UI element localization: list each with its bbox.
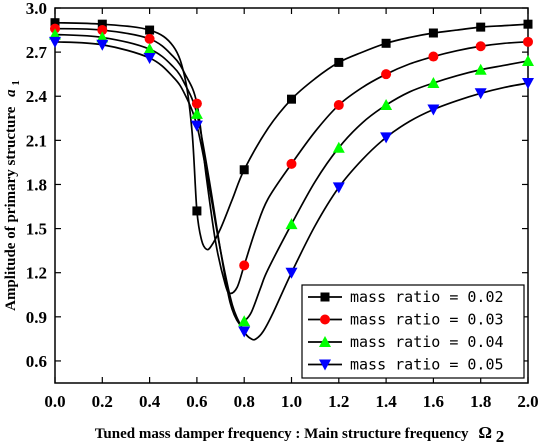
x-tick-label: 1.0 xyxy=(281,392,302,411)
legend-label-3: mass ratio = 0.04 xyxy=(350,333,504,351)
data-point-series-4 xyxy=(96,39,109,51)
y-tick-label: 3.0 xyxy=(26,0,47,18)
data-point-series-4 xyxy=(474,88,487,100)
data-point-series-4 xyxy=(285,267,298,279)
y-tick-label: 1.8 xyxy=(26,175,47,194)
x-tick-label: 0.0 xyxy=(44,392,65,411)
legend-label-2: mass ratio = 0.03 xyxy=(350,311,504,329)
data-point-series-4 xyxy=(380,132,393,144)
data-point-series-3 xyxy=(190,107,203,119)
x-tick-label: 1.8 xyxy=(470,392,491,411)
y-axis-symbol-sub: 1 xyxy=(10,80,22,86)
legend-marker-2 xyxy=(320,314,330,325)
data-point-series-4 xyxy=(427,104,440,116)
y-tick-label: 1.5 xyxy=(26,220,47,239)
legend-box xyxy=(301,284,525,379)
data-point-series-2 xyxy=(381,69,392,80)
data-point-series-3 xyxy=(474,63,487,75)
data-point-series-3 xyxy=(143,43,156,55)
y-tick-label: 2.1 xyxy=(26,131,47,150)
legend-marker-4 xyxy=(319,359,331,371)
data-point-series-1 xyxy=(192,206,202,216)
data-point-series-2 xyxy=(286,158,297,169)
x-tick-label: 0.2 xyxy=(92,392,113,411)
series-line-1 xyxy=(54,21,529,251)
data-point-series-3 xyxy=(522,54,534,66)
x-tick-label: 0.8 xyxy=(234,392,255,411)
data-point-series-4 xyxy=(143,53,156,64)
data-point-series-4 xyxy=(522,78,534,89)
data-point-series-3 xyxy=(427,77,440,88)
data-point-series-2 xyxy=(239,260,250,271)
x-tick-label: 2.0 xyxy=(517,392,538,411)
y-axis-title: Amplitude of primary structure a 1 xyxy=(3,80,22,311)
data-point-series-4 xyxy=(332,182,345,194)
data-point-series-4 xyxy=(49,36,61,48)
data-point-series-3 xyxy=(96,31,109,43)
data-point-series-4 xyxy=(190,120,203,132)
x-tick-label: 0.6 xyxy=(186,392,207,411)
x-tick-label: 1.4 xyxy=(375,392,397,411)
y-tick-label: 0.9 xyxy=(26,308,47,327)
data-point-series-1 xyxy=(145,25,155,35)
legend-label-1: mass ratio = 0.02 xyxy=(350,288,504,306)
y-axis-symbol: a xyxy=(3,89,19,97)
data-point-series-2 xyxy=(428,51,439,62)
data-point-series-1 xyxy=(287,94,296,104)
x-tick-label: 1.6 xyxy=(423,392,444,411)
data-point-series-1 xyxy=(50,18,60,28)
legend-label-4: mass ratio = 0.05 xyxy=(350,356,504,374)
data-point-series-1 xyxy=(523,19,533,29)
legend-marker-1 xyxy=(320,292,330,302)
axis-ticks: 0.0 0.2 0.4 0.6 0.8 1.0 1.2 1.4 1.6 1.8 2.0 0.6 0.9 1… xyxy=(26,0,539,411)
legend-marker-3 xyxy=(319,336,331,347)
data-point-series-1 xyxy=(334,57,344,67)
y-tick-label: 2.7 xyxy=(26,43,48,62)
y-tick-label: 0.6 xyxy=(26,352,47,371)
data-point-series-1 xyxy=(428,28,438,38)
x-axis-title-text: Tuned mass damper frequency : Main struc… xyxy=(95,426,469,442)
data-point-series-3 xyxy=(285,218,298,230)
data-point-series-3 xyxy=(332,141,345,153)
series-line-3 xyxy=(54,33,529,327)
y-tick-label: 1.2 xyxy=(26,264,47,283)
x-axis-title: Tuned mass damper frequency : Main struc… xyxy=(95,423,504,446)
legend: mass ratio = 0.02 mass ratio = 0.03 mass r… xyxy=(301,284,525,379)
data-point-series-2 xyxy=(191,98,202,109)
data-point-series-3 xyxy=(238,315,251,327)
x-tick-label: 1.2 xyxy=(328,392,349,411)
y-axis-title-text: Amplitude of primary structure xyxy=(3,106,19,311)
data-point-series-3 xyxy=(49,28,61,40)
y-tick-label: 2.4 xyxy=(26,87,48,106)
data-point-series-4 xyxy=(238,326,251,338)
data-point-series-2 xyxy=(475,41,486,52)
data-point-series-1 xyxy=(97,19,107,29)
data-point-series-2 xyxy=(97,25,108,36)
data-point-series-2 xyxy=(523,36,533,47)
x-tick-label: 0.4 xyxy=(139,392,161,411)
data-point-series-2 xyxy=(144,33,155,44)
data-point-series-1 xyxy=(381,38,391,48)
x-axis-symbol: Ω xyxy=(478,423,492,442)
data-point-series-2 xyxy=(333,100,344,111)
series-markers xyxy=(49,18,534,338)
data-point-series-1 xyxy=(476,22,486,32)
x-axis-symbol-sub: 2 xyxy=(496,427,505,446)
data-point-series-1 xyxy=(239,165,249,175)
data-point-series-3 xyxy=(380,99,393,111)
